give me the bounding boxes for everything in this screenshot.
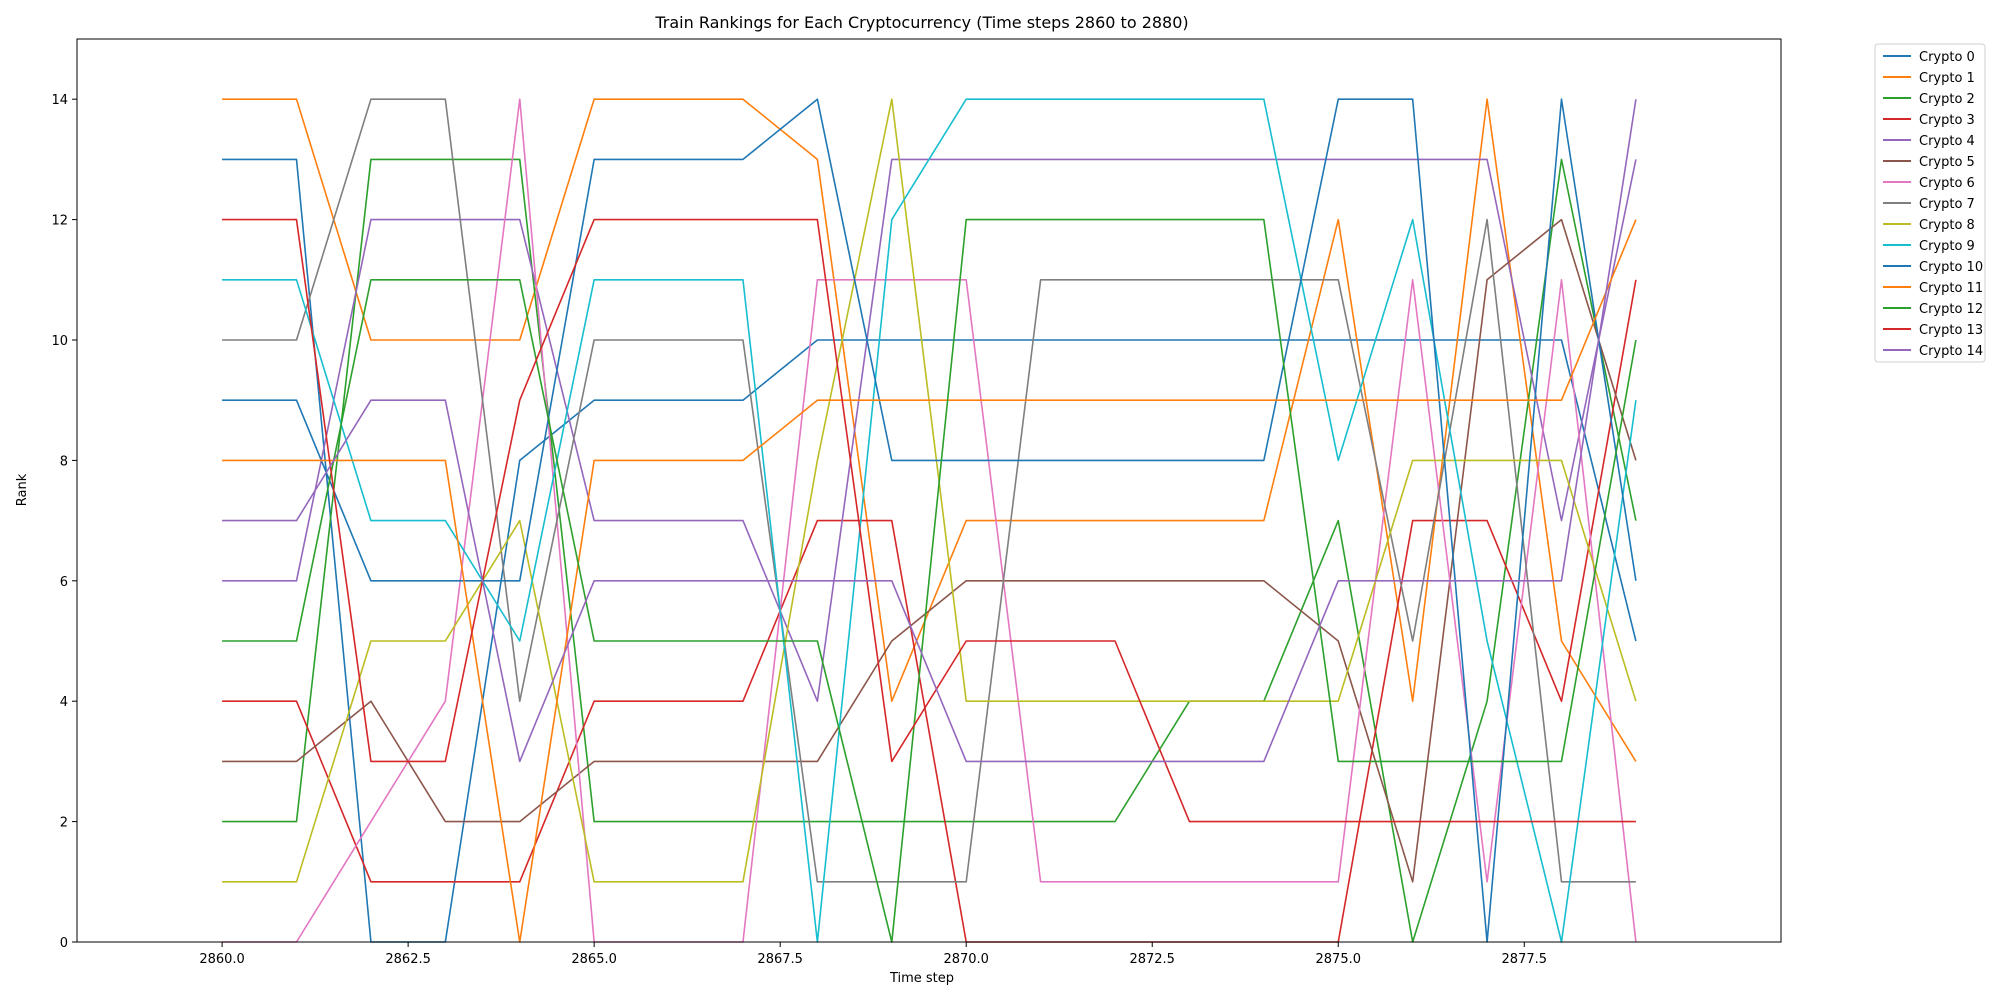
y-tick-label: 6 xyxy=(60,575,68,590)
y-tick-label: 4 xyxy=(60,695,68,710)
x-tick-label: 2862.5 xyxy=(385,952,431,967)
x-axis-label: Time step xyxy=(889,971,954,986)
series-line-1 xyxy=(222,98,1637,762)
legend-label-9: Crypto 9 xyxy=(1919,239,1975,254)
y-axis-label: Rank xyxy=(15,473,30,506)
legend-label-5: Crypto 5 xyxy=(1919,155,1975,170)
y-tick-label: 2 xyxy=(60,816,68,831)
y-tick-label: 8 xyxy=(60,454,68,469)
legend-label-14: Crypto 14 xyxy=(1919,344,1983,359)
series-line-2 xyxy=(222,158,1637,943)
x-tick-label: 2865.0 xyxy=(571,952,617,967)
x-tick-label: 2875.0 xyxy=(1316,952,1362,967)
legend-label-2: Crypto 2 xyxy=(1919,92,1975,107)
x-tick-label: 2872.5 xyxy=(1129,952,1175,967)
plot-frame xyxy=(76,38,1782,943)
series-line-12 xyxy=(222,218,1637,943)
x-tick-label: 2870.0 xyxy=(943,952,989,967)
series-layer xyxy=(222,98,1637,943)
legend-label-12: Crypto 12 xyxy=(1919,302,1983,317)
series-line-5 xyxy=(222,218,1637,883)
legend-label-0: Crypto 0 xyxy=(1919,50,1975,65)
chart-title: Train Rankings for Each Cryptocurrency (… xyxy=(654,13,1188,32)
legend-label-1: Crypto 1 xyxy=(1919,71,1975,86)
legend-label-10: Crypto 10 xyxy=(1919,260,1983,275)
legend-label-7: Crypto 7 xyxy=(1919,197,1975,212)
x-tick-label: 2877.5 xyxy=(1502,952,1548,967)
series-line-0 xyxy=(222,158,1637,943)
series-line-13 xyxy=(222,218,1636,823)
y-tick-label: 12 xyxy=(51,214,68,229)
y-tick-label: 14 xyxy=(51,93,68,108)
y-axis-ticks: 0 2 4 6 8 10 12 14 xyxy=(51,93,77,951)
legend-label-4: Crypto 4 xyxy=(1919,134,1975,149)
legend-box xyxy=(1874,43,1986,363)
legend-items: Crypto 0 Crypto 1 Crypto 2 Crypto 3 Crypto 4… xyxy=(1883,50,1983,359)
legend-label-11: Crypto 11 xyxy=(1919,281,1983,296)
x-tick-label: 2860.0 xyxy=(199,952,245,967)
y-tick-label: 10 xyxy=(51,334,68,349)
legend-label-3: Crypto 3 xyxy=(1919,113,1975,128)
legend-label-6: Crypto 6 xyxy=(1919,176,1975,191)
x-axis-ticks: 2860.0 2862.5 2865.0 2867.5 2870.0 2872.5 2875… xyxy=(199,942,1547,967)
legend: Crypto 0 Crypto 1 Crypto 2 Crypto 3 Crypto 4… xyxy=(1874,43,1986,363)
legend-label-8: Crypto 8 xyxy=(1919,218,1975,233)
series-line-14 xyxy=(222,99,1637,763)
series-line-3 xyxy=(222,279,1637,943)
x-tick-label: 2867.5 xyxy=(757,952,803,967)
series-line-10 xyxy=(222,98,1637,943)
series-line-6 xyxy=(222,98,1637,943)
series-line-4 xyxy=(222,158,1637,703)
series-line-11 xyxy=(222,219,1637,943)
legend-label-13: Crypto 13 xyxy=(1919,323,1983,338)
y-tick-label: 0 xyxy=(60,936,68,951)
